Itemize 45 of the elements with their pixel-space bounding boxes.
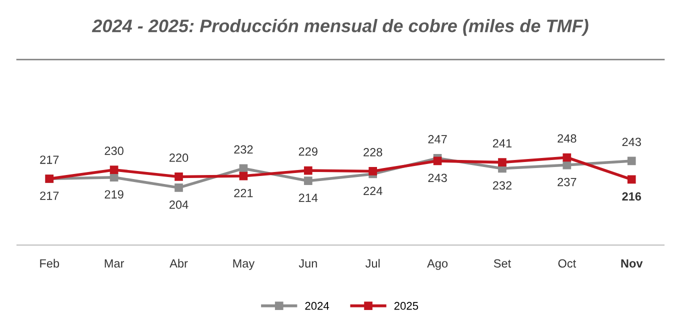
point	[368, 167, 378, 176]
x-tick-label: Set	[494, 259, 512, 268]
point	[110, 166, 118, 174]
data-label: 230	[104, 146, 124, 156]
x-tick-label: Mar	[104, 259, 124, 268]
x-tick-label: Jul	[365, 258, 380, 268]
data-label: 241	[492, 139, 512, 148]
data-label: 243	[428, 174, 447, 182]
data-label: 221	[234, 188, 253, 198]
data-label: 217	[40, 156, 59, 164]
data-label: 216	[622, 192, 642, 201]
x-tick-label: Nov	[621, 259, 643, 268]
data-label: 232	[492, 181, 512, 190]
legend-label: 2025	[394, 302, 418, 310]
point	[304, 166, 312, 175]
x-tick-label: May	[233, 259, 255, 270]
point	[433, 156, 442, 166]
point	[562, 153, 572, 162]
point	[174, 184, 183, 192]
data-label: 228	[364, 148, 382, 156]
data-label: 224	[364, 186, 382, 196]
x-tick-label: Feb	[40, 258, 60, 268]
data-label: 214	[298, 194, 318, 202]
data-label: 219	[104, 190, 124, 199]
data-label: 247	[428, 134, 447, 144]
point	[239, 172, 248, 180]
data-label: 248	[558, 134, 576, 143]
data-label: 243	[622, 138, 641, 146]
x-tick-label: Ago	[427, 259, 448, 270]
point	[174, 172, 183, 181]
x-tick-label: Oct	[558, 259, 576, 268]
data-label: 237	[558, 178, 576, 186]
data-label: 229	[298, 147, 318, 156]
data-label: 220	[170, 154, 188, 162]
point	[498, 158, 506, 166]
point	[627, 156, 636, 166]
point	[304, 176, 312, 185]
point	[627, 175, 636, 184]
x-tick-label: Abr	[170, 258, 188, 268]
data-label: 232	[234, 145, 253, 154]
chart-title: 2024 - 2025: Producción mensual de cobre (miles de TMF)	[92, 18, 588, 36]
x-tick-label: Jun	[298, 259, 317, 268]
data-label: 217	[40, 192, 59, 200]
legend-label: 2024	[305, 302, 330, 310]
data-label: 204	[170, 200, 188, 209]
